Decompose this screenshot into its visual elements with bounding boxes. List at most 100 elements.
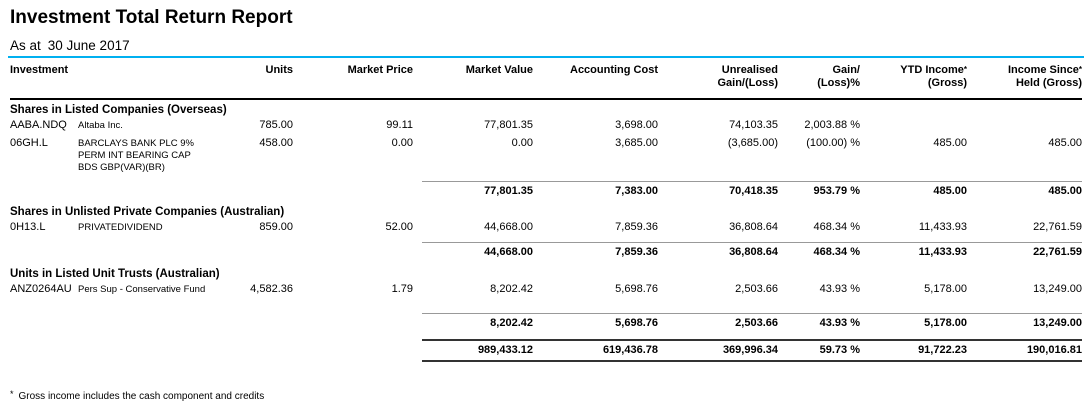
cell-market-value: 8,202.42 xyxy=(490,283,533,295)
cell-ytd-income xyxy=(860,119,967,132)
spacer xyxy=(10,344,413,357)
section-title-unlisted-private: Shares in Unlisted Private Companies (Au… xyxy=(10,206,285,218)
table-row: 0H13.L PRIVATEDIVIDEND 859.00 52.00 44,6… xyxy=(10,219,1082,237)
cell-market-value: 77,801.35 xyxy=(484,119,533,131)
cell-gain-pct: 468.34 % xyxy=(813,221,860,233)
cell-code: 0H13.L xyxy=(10,221,46,233)
subtotal-divider xyxy=(422,242,1082,243)
cell-units: 785.00 xyxy=(259,119,293,131)
cell-income-since xyxy=(967,119,1082,132)
table-row: 06GH.L BARCLAYS BANK PLC 9% PERM INT BEA… xyxy=(10,135,1082,177)
col-header-gain-pct: Gain/ (Loss)% xyxy=(778,64,860,90)
col-header-market-value: Market Value xyxy=(465,64,533,76)
subtotal-row: 44,668.00 7,859.36 36,808.64 468.34 % 11… xyxy=(10,243,1082,261)
subtotal-accounting-cost: 7,383.00 xyxy=(615,185,658,197)
subtotal-row: 8,202.42 5,698.76 2,503.66 43.93 % 5,178… xyxy=(10,314,1082,332)
col-header-since-line2: Held (Gross) xyxy=(1015,77,1082,89)
cell-units: 458.00 xyxy=(259,137,293,149)
spacer xyxy=(10,185,413,198)
cell-income-since: 22,761.59 xyxy=(1033,221,1082,233)
cell-unrealised: (3,685.00) xyxy=(727,137,778,149)
subtotal-accounting-cost: 7,859.36 xyxy=(615,246,658,258)
section-title-listed-unit-trusts: Units in Listed Unit Trusts (Australian) xyxy=(10,268,220,280)
cell-code: AABA.NDQ xyxy=(10,119,67,131)
cell-market-value: 44,668.00 xyxy=(484,221,533,233)
subtotal-accounting-cost: 5,698.76 xyxy=(615,317,658,329)
footnote-marker-icon: * xyxy=(963,65,967,74)
footnote-marker-icon: * xyxy=(10,389,14,399)
as-at-line: As at 30 June 2017 xyxy=(10,38,1091,53)
subtotal-unrealised: 70,418.35 xyxy=(729,185,778,197)
cell-accounting-cost: 3,698.00 xyxy=(615,119,658,131)
grand-total-market-value: 989,433.12 xyxy=(477,344,533,356)
subtotal-gain-pct: 953.79 % xyxy=(813,185,860,197)
spacer xyxy=(10,317,413,330)
cell-income-since: 13,249.00 xyxy=(1033,283,1082,295)
cell-unrealised: 2,503.66 xyxy=(735,283,778,295)
col-header-units: Units xyxy=(265,64,294,76)
grand-total-gain-pct: 59.73 % xyxy=(819,344,860,356)
cell-ytd-income: 5,178.00 xyxy=(924,283,967,295)
col-header-gain-line2: (Loss)% xyxy=(817,77,860,89)
subtotal-income-since: 22,761.59 xyxy=(1033,246,1082,258)
grand-total-row: 989,433.12 619,436.78 369,996.34 59.73 %… xyxy=(10,341,1082,359)
subtotal-income-since: 13,249.00 xyxy=(1033,317,1082,329)
col-header-unrealised-line2: Gain/(Loss) xyxy=(717,77,778,89)
cell-code: 06GH.L xyxy=(10,137,48,149)
as-at-label: As at xyxy=(10,38,41,53)
grand-total-divider-top xyxy=(422,339,1082,341)
subtotal-income-since: 485.00 xyxy=(1048,185,1082,197)
cell-unrealised: 74,103.35 xyxy=(729,119,778,131)
cell-accounting-cost: 5,698.76 xyxy=(615,283,658,295)
cell-gain-pct: 43.93 % xyxy=(819,283,860,295)
col-header-market-price: Market Price xyxy=(347,64,413,76)
subtotal-market-value: 44,668.00 xyxy=(484,246,533,258)
cell-accounting-cost: 7,859.36 xyxy=(615,221,658,233)
col-header-investment: Investment xyxy=(10,64,69,76)
cell-unrealised: 36,808.64 xyxy=(729,221,778,233)
col-header-since-text: Income Since xyxy=(1007,64,1079,76)
table-header-row: Investment Units Market Price Market Val… xyxy=(10,64,1082,100)
cell-market-price: 1.79 xyxy=(391,283,413,295)
grand-total-income-since: 190,016.81 xyxy=(1026,344,1082,356)
col-header-ytd-income: YTD Income* (Gross) xyxy=(860,64,967,90)
subtotal-divider xyxy=(422,181,1082,182)
spacer xyxy=(10,246,413,259)
col-header-ytd-line2: (Gross) xyxy=(927,77,967,89)
cell-income-since: 485.00 xyxy=(1048,137,1082,149)
grand-total-accounting-cost: 619,436.78 xyxy=(602,344,658,356)
subtotal-unrealised: 36,808.64 xyxy=(729,246,778,258)
footnote-marker-icon: * xyxy=(1078,65,1082,74)
section-title-listed-overseas: Shares in Listed Companies (Overseas) xyxy=(10,104,227,116)
cell-name: Altaba Inc. xyxy=(78,120,123,131)
accent-divider xyxy=(8,56,1084,58)
col-header-unrealised: Unrealised Gain/(Loss) xyxy=(658,64,778,90)
col-header-ytd-text: YTD Income xyxy=(900,64,964,76)
subtotal-ytd-income: 11,433.93 xyxy=(918,246,967,258)
cell-code: ANZ0264AU xyxy=(10,283,72,295)
cell-ytd-income: 485.00 xyxy=(933,137,967,149)
cell-market-price: 0.00 xyxy=(391,137,413,149)
grand-total-unrealised: 369,996.34 xyxy=(722,344,778,356)
cell-gain-pct: 2,003.88 % xyxy=(804,119,860,131)
page-title: Investment Total Return Report xyxy=(10,7,293,28)
cell-units: 859.00 xyxy=(259,221,293,233)
cell-accounting-cost: 3,685.00 xyxy=(615,137,658,149)
col-header-ytd-line1: YTD Income* xyxy=(860,64,967,77)
table-row: ANZ0264AU Pers Sup - Conservative Fund 4… xyxy=(10,281,1082,299)
subtotal-gain-pct: 43.93 % xyxy=(819,317,860,329)
grand-total-ytd-income: 91,722.23 xyxy=(918,344,967,356)
subtotal-ytd-income: 5,178.00 xyxy=(924,317,967,329)
cell-ytd-income: 11,433.93 xyxy=(918,221,967,233)
cell-name: Pers Sup - Conservative Fund xyxy=(78,284,206,295)
grand-total-divider-bottom xyxy=(422,360,1082,362)
col-header-gain-line1: Gain/ xyxy=(832,64,860,76)
col-header-accounting-cost: Accounting Cost xyxy=(570,64,658,76)
subtotal-market-value: 8,202.42 xyxy=(490,317,533,329)
footnote: * Gross income includes the cash componen… xyxy=(10,389,1091,402)
footnote-text: Gross income includes the cash component… xyxy=(18,391,265,402)
cell-market-price: 52.00 xyxy=(385,221,413,233)
subtotal-gain-pct: 468.34 % xyxy=(813,246,860,258)
cell-units: 4,582.36 xyxy=(250,283,293,295)
